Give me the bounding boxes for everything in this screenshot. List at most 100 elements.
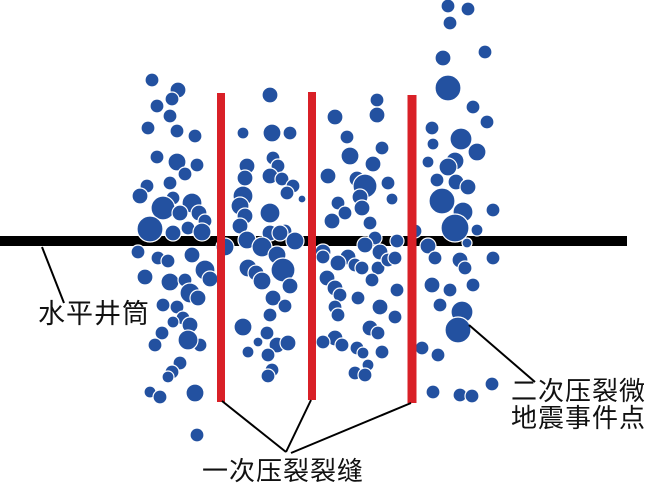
microseismic-event-dot — [140, 120, 156, 136]
microseismic-event-dot — [315, 334, 331, 350]
microseismic-event-dot — [477, 44, 493, 60]
microseismic-event-dot — [323, 212, 341, 230]
microseismic-event-dot — [442, 282, 458, 298]
microseismic-event-dot — [329, 254, 347, 272]
leader-line — [285, 399, 312, 453]
microseismic-event-dot — [152, 389, 168, 405]
microseismic-event-dot — [374, 344, 390, 360]
microseismic-event-dot — [370, 325, 386, 341]
microseismic-event-dot — [189, 427, 205, 443]
microseismic-event-dot — [357, 367, 373, 383]
fracture-line-3 — [407, 95, 417, 403]
microseismic-event-dot — [236, 169, 254, 187]
microseismic-event-dot — [438, 157, 458, 177]
microseismic-event-dot — [154, 325, 170, 341]
microseismic-event-dot — [350, 290, 366, 306]
microseismic-event-dot — [177, 166, 193, 182]
microseismic-event-dot — [389, 233, 405, 249]
microseismic-event-dot — [130, 244, 146, 260]
microseismic-event-dot — [432, 297, 448, 313]
microseismic-event-dot — [162, 175, 178, 191]
microseismic-event-dot — [354, 260, 370, 276]
leader-line — [221, 400, 287, 453]
microseismic-event-dot — [161, 370, 175, 384]
microseismic-event-dot — [271, 224, 289, 242]
microseismic-event-dot — [387, 250, 403, 266]
microseismic-event-dot — [167, 152, 187, 172]
microseismic-event-dot — [440, 0, 456, 14]
microseismic-event-dot — [166, 315, 180, 329]
microseismic-event-dot — [262, 123, 282, 143]
microseismic-event-dot — [319, 167, 337, 185]
microseismic-event-dot — [160, 272, 180, 292]
microseismic-event-dot — [368, 106, 386, 124]
microseismic-event-dot — [326, 108, 344, 126]
microseismic-event-dot — [479, 114, 495, 130]
microseismic-event-dot — [277, 298, 293, 314]
microseismic-event-dot — [297, 194, 307, 204]
microseismic-event-dot — [385, 192, 399, 206]
microseismic-event-dot — [281, 277, 299, 295]
microseismic-event-dot — [364, 155, 382, 173]
microseismic-event-dot — [369, 92, 385, 108]
microseismic-event-dot — [131, 187, 149, 205]
microseismic-event-dot — [171, 204, 189, 222]
wellbore-label: 水平井筒 — [38, 299, 150, 329]
microseismic-event-dot — [457, 260, 473, 276]
microseismic-event-dot — [187, 128, 203, 144]
microseismic-event-dot — [434, 49, 452, 67]
secondary-events-label-line2: 地震事件点 — [511, 404, 647, 433]
microseismic-event-dot — [421, 155, 435, 169]
microseismic-event-dot — [414, 340, 430, 356]
microseismic-event-dot — [380, 175, 396, 191]
microseismic-event-dot — [185, 383, 205, 403]
microseismic-event-dot — [370, 260, 386, 276]
microseismic-event-dot — [260, 347, 276, 363]
microseismic-event-dot — [164, 91, 180, 107]
microseismic-event-dot — [337, 205, 353, 221]
microseismic-event-dot — [136, 268, 154, 286]
secondary-events-label: 二次压裂微 地震事件点 — [511, 378, 646, 432]
microseismic-event-dot — [485, 250, 501, 266]
microseismic-event-dot — [252, 271, 272, 291]
microseismic-event-dot — [449, 127, 473, 151]
microseismic-event-dot — [470, 223, 484, 237]
microseismic-event-dot — [371, 298, 389, 316]
microseismic-event-dot — [241, 345, 255, 359]
microseismic-event-dot — [192, 222, 212, 242]
microseismic-event-dot — [362, 215, 378, 231]
microseismic-event-dot — [444, 316, 472, 344]
secondary-events-label-line1: 二次压裂微 — [511, 377, 647, 406]
microseismic-event-dot — [423, 276, 441, 294]
microseismic-event-dot — [440, 213, 470, 243]
microseismic-event-dot — [189, 289, 207, 307]
microseismic-event-dot — [252, 336, 264, 348]
microseismic-event-dot — [425, 384, 441, 400]
microseismic-event-dot — [233, 317, 253, 337]
microseismic-event-dot — [162, 108, 178, 124]
microseismic-event-dot — [279, 334, 297, 352]
microseismic-event-dot — [315, 249, 331, 265]
microseismic-event-dot — [262, 307, 278, 323]
microseismic-event-dot — [428, 187, 456, 215]
microseismic-event-dot — [353, 199, 371, 217]
microseismic-event-dot — [164, 224, 182, 242]
microseismic-event-dot — [461, 237, 473, 249]
microseismic-event-dot — [285, 231, 305, 251]
microseismic-event-dot — [374, 140, 390, 156]
microseismic-event-dot — [201, 270, 219, 288]
microseismic-event-dot — [334, 337, 350, 353]
microseismic-event-dot — [264, 289, 282, 307]
microseismic-event-dot — [236, 126, 250, 140]
microseismic-event-dot — [274, 171, 290, 187]
microseismic-event-dot — [183, 246, 201, 264]
microseismic-event-dot — [149, 98, 165, 114]
microseismic-event-dot — [330, 307, 346, 323]
microseismic-event-dot — [259, 325, 275, 341]
microseismic-event-dot — [485, 202, 501, 218]
microseismic-event-dot — [279, 185, 295, 201]
microseismic-event-dot — [189, 157, 205, 173]
microseismic-event-dot — [460, 1, 476, 17]
